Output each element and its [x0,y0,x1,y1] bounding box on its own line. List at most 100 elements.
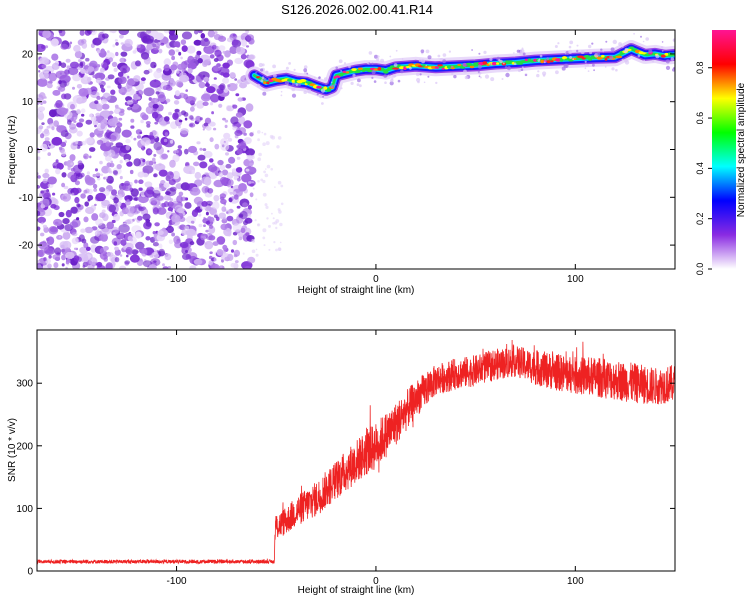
spectrogram-noise-blob [167,207,174,212]
spectrogram-noise-blob [148,264,157,269]
spectrogram-noise-blob [37,97,43,105]
spectrogram-noise-blob [63,185,69,190]
spectrogram-noise-blob [119,34,124,39]
spectrogram-noise-blob [179,224,187,231]
spectrogram-fringe-speck [397,79,401,83]
spectrogram-fringe-speck [280,90,283,93]
spectrogram-fringe-speck [665,65,671,70]
spectrogram-noise-blob [124,219,131,225]
spectrogram-noise-blob [157,230,164,236]
spectrogram-noise-blob [105,52,115,60]
spectrogram-fringe-speck [612,39,617,45]
spectrogram-fringe-speck [442,59,447,64]
spectrogram-noise-blob [106,85,111,89]
spectrogram-noise-blob [48,143,51,146]
spectrogram-noise-blob [154,222,160,227]
spectrogram-ridge-peak [377,67,382,71]
spectrogram-noise-blob [87,198,91,202]
spectrogram-ridge-peak [555,58,562,62]
spectrogram-ridge-peak [516,62,524,65]
spectrogram-fringe-speck [313,76,316,79]
spectrogram-noise-speck [268,224,271,228]
spectrogram-noise-blob [163,58,171,67]
spectrogram-fringe-speck [425,49,430,54]
spectrogram-noise-blob [214,214,218,219]
colorbar-tick-label: 0.8 [695,61,705,74]
spectrogram-noise-blob [219,193,227,199]
spectrogram-noise-blob [85,176,94,184]
spectrogram-noise-blob [76,217,80,221]
spectrogram-noise-blob [133,93,139,101]
spectrogram-noise-speck [251,249,256,254]
spectrogram-ridge-peak [491,61,497,66]
spectrogram-noise-blob [56,124,61,129]
spectrogram-noise-blob [53,262,59,269]
spectrogram-noise-speck [261,131,264,134]
spectrogram-fringe-speck [618,42,622,46]
spectrogram-fringe-speck [502,62,505,65]
spectrogram-fringe-speck [335,66,339,70]
spectrogram-fringe-speck [390,78,394,83]
spectrogram-ridge-peak [524,58,528,62]
spectrogram-noise-blob [146,123,151,128]
spectrogram-noise-blob [233,249,240,257]
spectrogram-noise-blob [125,159,129,163]
spectrogram-noise-blob [100,62,108,69]
spectrogram-noise-blob [88,257,98,266]
spectrogram-fringe-speck [621,58,624,61]
spectrogram-fringe-speck [427,55,432,60]
spectrogram-noise-speck [262,179,266,184]
spectrogram-noise-blob [152,231,156,235]
spectrogram-noise-blob [107,74,115,80]
spectrogram-noise-blob [149,149,152,153]
spectrogram-noise-blob [140,77,146,82]
spectrogram-fringe-speck [592,63,595,67]
spectrogram-noise-speck [255,198,258,201]
spectrogram-noise-blob [37,175,41,179]
spectrogram-noise-blob [116,164,122,170]
spectrogram-noise-blob [112,170,118,175]
spectrogram-noise-blob [218,212,226,219]
spectrogram-noise-blob [189,115,194,120]
spectrogram-noise-blob [124,38,133,47]
spectrogram-noise-blob [51,53,59,61]
spectrogram-ridge-peak [519,60,527,64]
spectrogram-noise-blob [67,171,77,179]
spectrogram-ridge-peak [507,60,514,64]
spectrogram-noise-blob [174,241,183,249]
spectrogram-noise-blob [51,126,55,131]
spectrogram-noise-blob [95,192,106,202]
spectrogram-noise-blob [55,100,63,109]
spectrogram-noise-blob [65,209,72,218]
spectrogram-ridge-peak [596,56,603,60]
spectrogram-noise-blob [69,41,73,45]
spectrogram-fringe-speck [517,68,522,73]
spectrogram-fringe-speck [498,59,501,62]
spectrogram-noise-blob [153,187,162,194]
spectrogram-noise-blob [173,100,180,105]
spectrogram-fringe-speck [593,69,595,72]
spectrogram-noise-blob [61,182,66,188]
spectrogram-fringe-speck [366,62,370,65]
spectrogram-noise-blob [153,153,157,157]
spectrogram-y-tick-label: 20 [22,49,34,60]
spectrogram-fringe-speck [306,72,309,75]
spectrogram-fringe-speck [303,68,308,73]
spectrogram-fringe-speck [418,58,422,63]
spectrogram-noise-blob [133,137,137,141]
spectrogram-noise-blob [101,202,107,208]
spectrogram-noise-blob [54,247,62,255]
spectrogram-fringe-speck [357,78,361,83]
spectrogram-noise-blob [194,30,199,35]
spectrogram-fringe-speck [255,71,258,74]
spectrogram-fringe-speck [643,59,646,62]
spectrogram-noise-blob [209,158,214,163]
spectrogram-noise-blob [200,41,206,46]
spectrogram-noise-blob [175,90,180,97]
spectrogram-noise-blob [169,198,173,202]
spectrogram-noise-blob [96,229,100,232]
spectrogram-x-tick-label: 100 [567,274,584,285]
spectrogram-noise-blob [165,85,173,91]
spectrogram-noise-blob [198,81,206,89]
spectrogram-noise-blob [152,157,156,162]
